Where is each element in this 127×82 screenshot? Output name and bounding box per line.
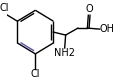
Text: Cl: Cl bbox=[31, 69, 40, 79]
Text: Cl: Cl bbox=[0, 3, 9, 13]
Text: O: O bbox=[85, 4, 93, 14]
Text: OH: OH bbox=[100, 24, 115, 34]
Text: NH2: NH2 bbox=[54, 48, 75, 58]
